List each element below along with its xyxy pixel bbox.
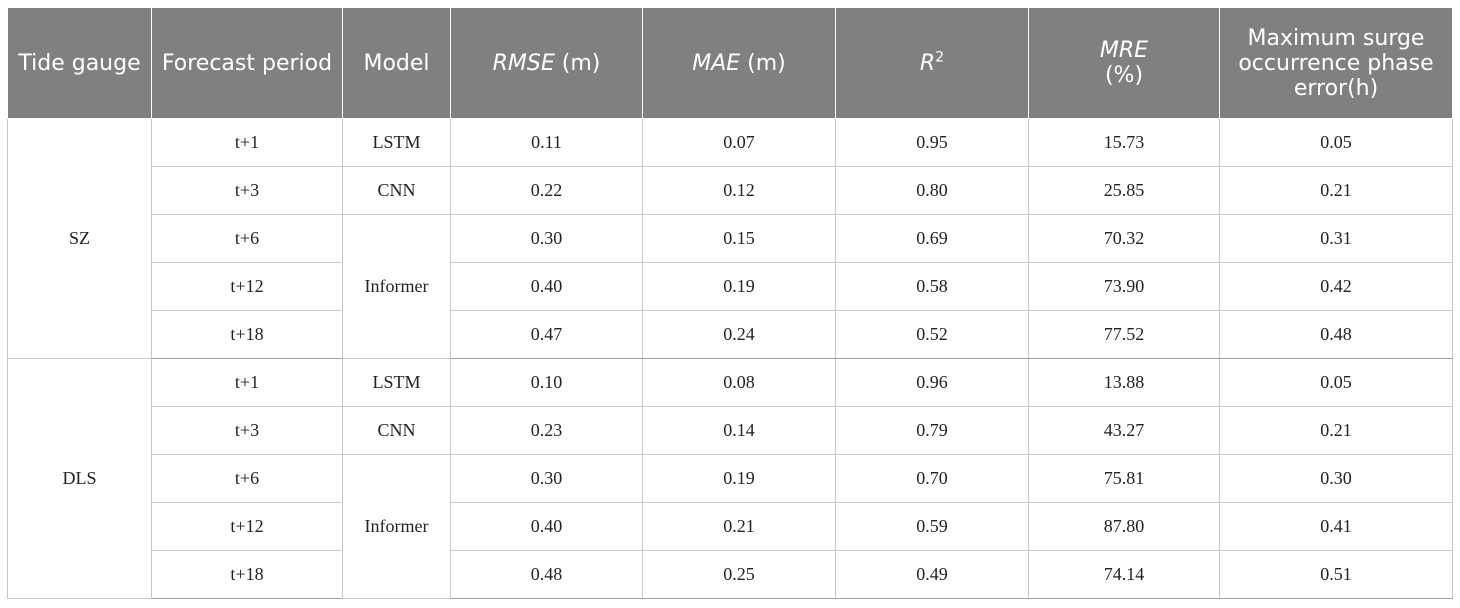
table-row: t+12 0.40 0.19 0.58 73.90 0.42 (8, 262, 1453, 311)
table-row: t+12 0.40 0.21 0.59 87.80 0.41 (8, 502, 1453, 551)
mae-unit: (m) (740, 50, 786, 76)
cell-r2: 0.59 (835, 502, 1029, 551)
header-r2: R2 (835, 7, 1029, 119)
header-row: Tide gauge Forecast period Model RMSE (m… (7, 7, 1453, 119)
cell-mae: 0.21 (642, 502, 836, 551)
cell-rmse: 0.10 (450, 358, 643, 407)
cell-mre: 73.90 (1028, 262, 1220, 311)
cell-rmse: 0.30 (450, 214, 643, 263)
cell-model: LSTM (342, 358, 451, 407)
cell-r2: 0.69 (835, 214, 1029, 263)
mre-var: MRE (1099, 38, 1149, 63)
r2-sup: 2 (935, 49, 945, 66)
cell-rmse: 0.23 (450, 406, 643, 455)
cell-mae: 0.24 (642, 310, 836, 359)
cell-mae: 0.25 (642, 550, 836, 599)
cell-forecast-period: t+6 (151, 454, 343, 503)
cell-mae: 0.19 (642, 262, 836, 311)
cell-mae: 0.15 (642, 214, 836, 263)
cell-rmse: 0.48 (450, 550, 643, 599)
cell-phase-error: 0.21 (1219, 166, 1453, 215)
cell-phase-error: 0.41 (1219, 502, 1453, 551)
cell-rmse: 0.40 (450, 502, 643, 551)
cell-forecast-period: t+12 (151, 262, 343, 311)
cell-phase-error: 0.05 (1219, 358, 1453, 407)
rmse-unit: (m) (554, 50, 601, 76)
table-row: t+3 CNN 0.23 0.14 0.79 43.27 0.21 (8, 406, 1453, 455)
cell-mae: 0.08 (642, 358, 836, 407)
cell-mae: 0.19 (642, 454, 836, 503)
cell-rmse: 0.40 (450, 262, 643, 311)
cell-r2: 0.96 (835, 358, 1029, 407)
cell-forecast-period: t+18 (151, 310, 343, 359)
cell-forecast-period: t+12 (151, 502, 343, 551)
cell-model: LSTM (342, 118, 451, 167)
cell-forecast-period: t+18 (151, 550, 343, 599)
cell-forecast-period: t+1 (151, 358, 343, 407)
cell-tide-gauge: SZ (7, 118, 152, 359)
cell-r2: 0.95 (835, 118, 1029, 167)
header-mre: MRE (%) (1028, 7, 1220, 119)
cell-mae: 0.12 (642, 166, 836, 215)
cell-mae: 0.07 (642, 118, 836, 167)
cell-phase-error: 0.05 (1219, 118, 1453, 167)
cell-mre: 13.88 (1028, 358, 1220, 407)
header-rmse: RMSE (m) (450, 7, 643, 119)
cell-model: Informer (342, 454, 451, 599)
table-row: t+6 Informer 0.30 0.19 0.70 75.81 0.30 (8, 454, 1453, 599)
table-row: t+3 CNN 0.22 0.12 0.80 25.85 0.21 (8, 166, 1453, 215)
cell-forecast-period: t+3 (151, 406, 343, 455)
cell-r2: 0.80 (835, 166, 1029, 215)
cell-phase-error: 0.42 (1219, 262, 1453, 311)
header-forecast-period: Forecast period (151, 7, 343, 119)
mae-var: MAE (692, 50, 741, 76)
header-model: Model (342, 7, 451, 119)
cell-mae: 0.14 (642, 406, 836, 455)
header-phase-error: Maximum surge occurrence phase error(h) (1219, 7, 1453, 119)
cell-r2: 0.79 (835, 406, 1029, 455)
cell-phase-error: 0.51 (1219, 550, 1453, 599)
cell-r2: 0.49 (835, 550, 1029, 599)
table-row: SZ t+1 LSTM 0.11 0.07 0.95 15.73 0.05 (7, 118, 1453, 359)
rmse-var: RMSE (492, 50, 555, 76)
table-row: DLS t+1 LSTM 0.10 0.08 0.96 13.88 0.05 (7, 358, 1453, 599)
header-tide-gauge: Tide gauge (7, 7, 152, 119)
cell-mre: 43.27 (1028, 406, 1220, 455)
cell-model: Informer (342, 214, 451, 359)
cell-rmse: 0.30 (450, 454, 643, 503)
cell-mre: 70.32 (1028, 214, 1220, 263)
cell-mre: 74.14 (1028, 550, 1220, 599)
header-mae: MAE (m) (642, 7, 836, 119)
table-row: t+18 0.48 0.25 0.49 74.14 0.51 (8, 550, 1453, 599)
cell-forecast-period: t+6 (151, 214, 343, 263)
cell-rmse: 0.11 (450, 118, 643, 167)
cell-phase-error: 0.31 (1219, 214, 1453, 263)
cell-rmse: 0.22 (450, 166, 643, 215)
cell-phase-error: 0.21 (1219, 406, 1453, 455)
cell-mre: 15.73 (1028, 118, 1220, 167)
cell-model: CNN (342, 166, 451, 215)
cell-rmse: 0.47 (450, 310, 643, 359)
cell-r2: 0.70 (835, 454, 1029, 503)
results-table: Tide gauge Forecast period Model RMSE (m… (7, 7, 1453, 599)
cell-forecast-period: t+3 (151, 166, 343, 215)
cell-r2: 0.58 (835, 262, 1029, 311)
cell-phase-error: 0.30 (1219, 454, 1453, 503)
cell-model: CNN (342, 406, 451, 455)
cell-forecast-period: t+1 (151, 118, 343, 167)
r2-var: R (919, 50, 936, 76)
cell-mre: 25.85 (1028, 166, 1220, 215)
cell-r2: 0.52 (835, 310, 1029, 359)
table-row: t+6 Informer 0.30 0.15 0.69 70.32 0.31 (8, 214, 1453, 359)
cell-mre: 75.81 (1028, 454, 1220, 503)
cell-mre: 87.80 (1028, 502, 1220, 551)
cell-tide-gauge: DLS (7, 358, 152, 599)
table-row: t+18 0.47 0.24 0.52 77.52 0.48 (8, 310, 1453, 359)
cell-mre: 77.52 (1028, 310, 1220, 359)
mre-unit: (%) (1104, 63, 1144, 88)
cell-phase-error: 0.48 (1219, 310, 1453, 359)
